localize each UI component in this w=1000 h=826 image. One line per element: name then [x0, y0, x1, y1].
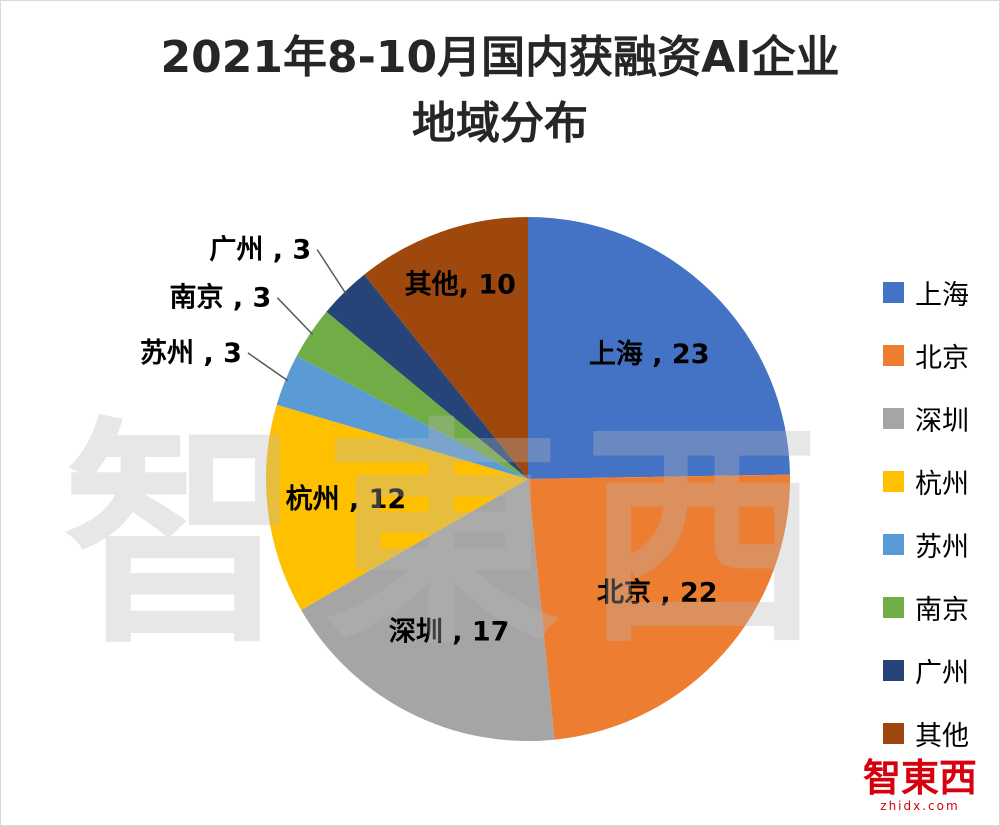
legend-label-广州: 广州 — [915, 658, 969, 689]
leader-line-苏州 — [247, 352, 289, 382]
legend-item-其他: 其他 — [883, 714, 969, 753]
legend-label-苏州: 苏州 — [915, 532, 969, 563]
legend-item-北京: 北京 — [883, 336, 969, 375]
legend-swatch-苏州 — [883, 534, 904, 555]
chart-title: 2021年8-10月国内获融资AI企业 地域分布 — [1, 25, 999, 157]
brand-logo-text: 智東西 — [862, 756, 977, 801]
legend-label-北京: 北京 — [915, 343, 969, 374]
brand-logo-url: zhidx.com — [880, 799, 960, 813]
slice-label-南京: 南京 , 3 — [169, 282, 271, 314]
leader-line-南京 — [276, 297, 314, 335]
slice-label-其他: 其他, 10 — [405, 270, 516, 301]
slice-label-北京: 北京 , 22 — [597, 576, 718, 608]
pie-slice-苏州 — [276, 355, 528, 479]
legend-item-南京: 南京 — [883, 588, 969, 627]
pie-slice-广州 — [326, 274, 528, 479]
legend-swatch-北京 — [883, 345, 904, 366]
legend-swatch-其他 — [883, 723, 904, 744]
chart-title-line2: 地域分布 — [412, 98, 588, 149]
legend-label-杭州: 杭州 — [915, 469, 969, 500]
legend-swatch-上海 — [883, 282, 904, 303]
pie-slice-上海 — [528, 217, 790, 479]
pie-slice-北京 — [528, 474, 791, 740]
chart-title-line1: 2021年8-10月国内获融资AI企业 — [160, 32, 840, 83]
legend-swatch-杭州 — [883, 471, 904, 492]
legend-label-其他: 其他 — [915, 721, 969, 752]
brand-logo: 智東西 zhidx.com — [862, 756, 977, 813]
legend-item-苏州: 苏州 — [883, 525, 969, 564]
legend-swatch-南京 — [883, 597, 904, 618]
slice-label-杭州: 杭州 , 12 — [286, 483, 407, 515]
legend-item-深圳: 深圳 — [883, 399, 969, 438]
slice-label-苏州: 苏州 , 3 — [140, 338, 242, 369]
chart-legend: 上海北京深圳杭州苏州南京广州其他 — [883, 273, 969, 753]
legend-swatch-广州 — [883, 660, 904, 681]
legend-label-上海: 上海 — [915, 280, 969, 311]
leader-line-广州 — [316, 249, 347, 295]
legend-item-杭州: 杭州 — [883, 462, 969, 501]
pie-slice-其他 — [364, 217, 528, 479]
legend-swatch-深圳 — [883, 408, 904, 429]
slice-label-上海: 上海 , 23 — [589, 339, 710, 370]
legend-item-广州: 广州 — [883, 651, 969, 690]
slice-label-深圳: 深圳 , 17 — [389, 616, 510, 647]
legend-label-深圳: 深圳 — [915, 406, 969, 437]
pie-slice-杭州 — [265, 404, 528, 610]
pie-slice-南京 — [296, 311, 528, 479]
slice-label-广州: 广州 , 3 — [209, 235, 311, 266]
pie-slice-深圳 — [301, 479, 555, 742]
legend-label-南京: 南京 — [915, 595, 969, 626]
legend-item-上海: 上海 — [883, 273, 969, 312]
